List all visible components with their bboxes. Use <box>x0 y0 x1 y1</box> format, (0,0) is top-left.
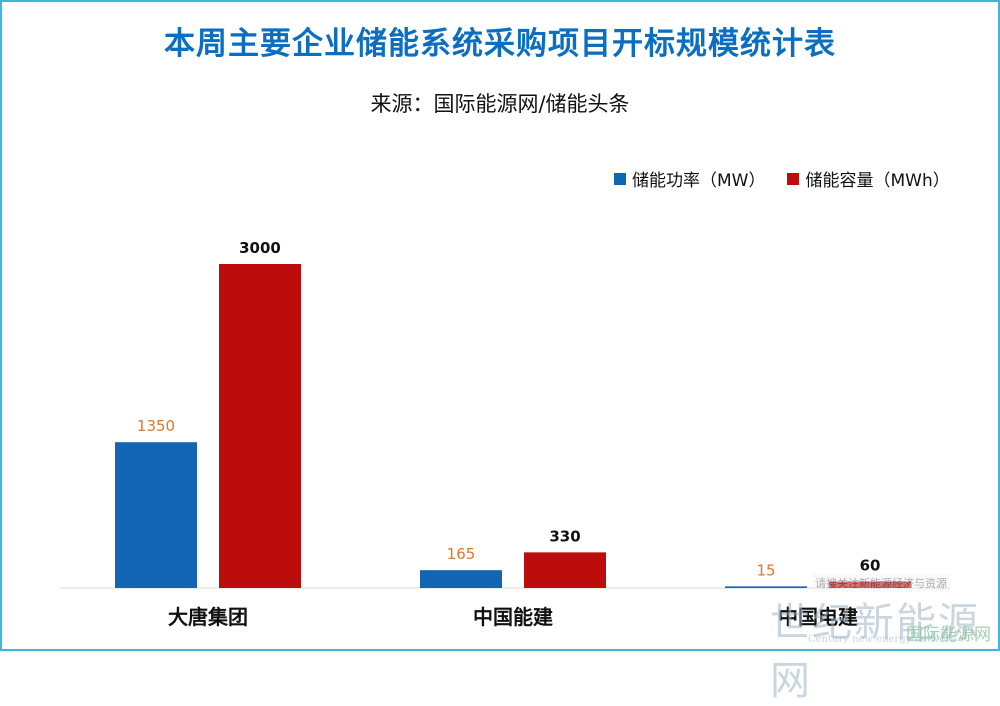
chart-frame <box>0 0 1000 651</box>
category-label-1: 中国能建 <box>473 605 553 629</box>
bar-capacity-1 <box>524 552 606 588</box>
bar-power-1 <box>420 570 502 588</box>
category-label-0: 大唐集团 <box>168 605 248 629</box>
legend-label-power: 储能功率（MW） <box>632 171 766 191</box>
data-label-power-2: 15 <box>756 561 775 579</box>
data-label-capacity-2: 60 <box>860 557 881 575</box>
bar-power-2 <box>725 586 807 588</box>
watermark-site-en: Century new energy network <box>808 634 957 645</box>
watermark-logo: 国际能源网 <box>906 625 991 645</box>
data-label-capacity-1: 330 <box>549 527 580 545</box>
bar-capacity-0 <box>219 264 301 588</box>
legend-swatch-power <box>614 172 626 185</box>
bar-chart: 1350 3000 大唐集团 165 330 中国能建 15 60 中国电建 <box>60 239 950 629</box>
watermark-notice: 请搜关注新能源经济与资源 <box>812 574 950 592</box>
data-label-power-1: 165 <box>447 545 476 563</box>
data-label-power-0: 1350 <box>137 417 175 435</box>
category-label-2: 中国电建 <box>778 605 858 629</box>
watermark-site: 世纪新能源网 <box>770 600 980 704</box>
chart-title: 本周主要企业储能系统采购项目开标规模统计表 <box>164 26 836 62</box>
legend-label-capacity: 储能容量（MWh） <box>805 171 950 191</box>
data-label-capacity-0: 3000 <box>239 239 281 257</box>
bar-power-0 <box>115 442 197 588</box>
bar-capacity-2 <box>829 581 911 588</box>
legend: 储能功率（MW） 储能容量（MWh） <box>614 166 972 191</box>
legend-item-capacity: 储能容量（MWh） <box>787 166 950 191</box>
legend-item-power: 储能功率（MW） <box>614 166 765 191</box>
legend-swatch-capacity <box>787 172 800 185</box>
chart-subtitle: 来源：国际能源网/储能头条 <box>370 92 630 116</box>
